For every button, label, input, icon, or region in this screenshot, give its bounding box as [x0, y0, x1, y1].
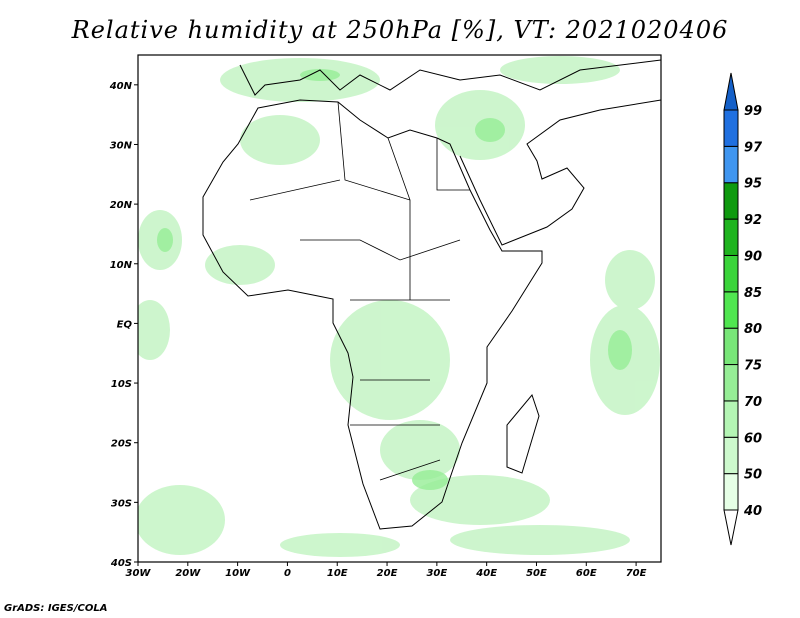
lat-tick-label: EQ: [117, 319, 133, 330]
colorbar-label: 85: [744, 286, 762, 301]
colorbar-label: 60: [744, 431, 762, 446]
lat-tick-label: 20N: [110, 200, 133, 211]
colorbar-label: 99: [744, 104, 762, 119]
lon-tick-label: 20W: [175, 568, 201, 579]
map-frame: [137, 54, 662, 563]
colorbar-label: 97: [744, 140, 763, 155]
lat-tick-label: 20S: [111, 439, 132, 450]
colorbar-segment: [723, 400, 739, 438]
colorbar: 40 50 60 70 75 80 85 90 92 95 97 99: [723, 72, 763, 546]
colorbar-segment: [723, 473, 739, 511]
borders: [249, 101, 470, 481]
colorbar-segment: [723, 145, 739, 184]
arabia-outline: [459, 99, 662, 246]
colorbar-label: 40: [743, 504, 762, 519]
colorbar-segment: [723, 327, 739, 366]
colorbar-label: 70: [744, 395, 762, 410]
lat-tick-label: 30N: [110, 140, 133, 151]
lon-tick-label: 10E: [327, 568, 348, 579]
colorbar-segment: [723, 109, 739, 147]
lat-axis: 40N 30N 20N 10N EQ 10S 20S 30S 40S: [109, 81, 138, 569]
colorbar-label: 75: [744, 359, 762, 374]
colorbar-label: 80: [744, 322, 762, 337]
lon-tick-label: 20E: [377, 568, 398, 579]
lat-tick-label: 10S: [111, 379, 132, 390]
colorbar-segment: [723, 364, 739, 402]
lat-tick-label: 40S: [110, 558, 132, 569]
lon-tick-label: 30E: [426, 568, 447, 579]
lon-tick-label: 60E: [576, 568, 597, 579]
colorbar-label: 50: [744, 468, 762, 483]
colorbar-segment: [723, 182, 739, 220]
colorbar-segment: [723, 218, 739, 256]
lon-axis: 30W 20W 10W 0 10E 20E 30E 40E 50E 60E 70E: [126, 562, 647, 579]
europe-outline: [239, 59, 662, 96]
lon-tick-label: 40E: [475, 568, 497, 579]
colorbar-label: 95: [744, 177, 762, 192]
madagascar-outline: [506, 393, 540, 474]
lon-tick-label: 30W: [126, 568, 152, 579]
coastlines: [202, 59, 662, 530]
colorbar-high-arrow: [723, 72, 739, 111]
chart-title: Relative humidity at 250hPa [%], VT: 202…: [71, 16, 729, 44]
lat-tick-label: 10N: [110, 260, 133, 271]
lat-tick-label: 30S: [111, 498, 132, 509]
lat-tick-label: 40N: [109, 81, 133, 92]
colorbar-low-arrow: [723, 509, 739, 546]
africa-outline: [202, 99, 543, 530]
humidity-field: [138, 56, 660, 557]
credit-label: GrADS: IGES/COLA: [4, 603, 108, 614]
colorbar-label: 90: [744, 249, 762, 264]
colorbar-segment: [723, 254, 739, 293]
colorbar-segment: [723, 291, 739, 329]
lon-tick-label: 0: [284, 568, 291, 579]
lon-tick-label: 10W: [225, 568, 251, 579]
lon-tick-label: 50E: [526, 568, 547, 579]
colorbar-segment: [723, 436, 739, 475]
colorbar-label: 92: [744, 213, 762, 228]
lon-tick-label: 70E: [626, 568, 647, 579]
